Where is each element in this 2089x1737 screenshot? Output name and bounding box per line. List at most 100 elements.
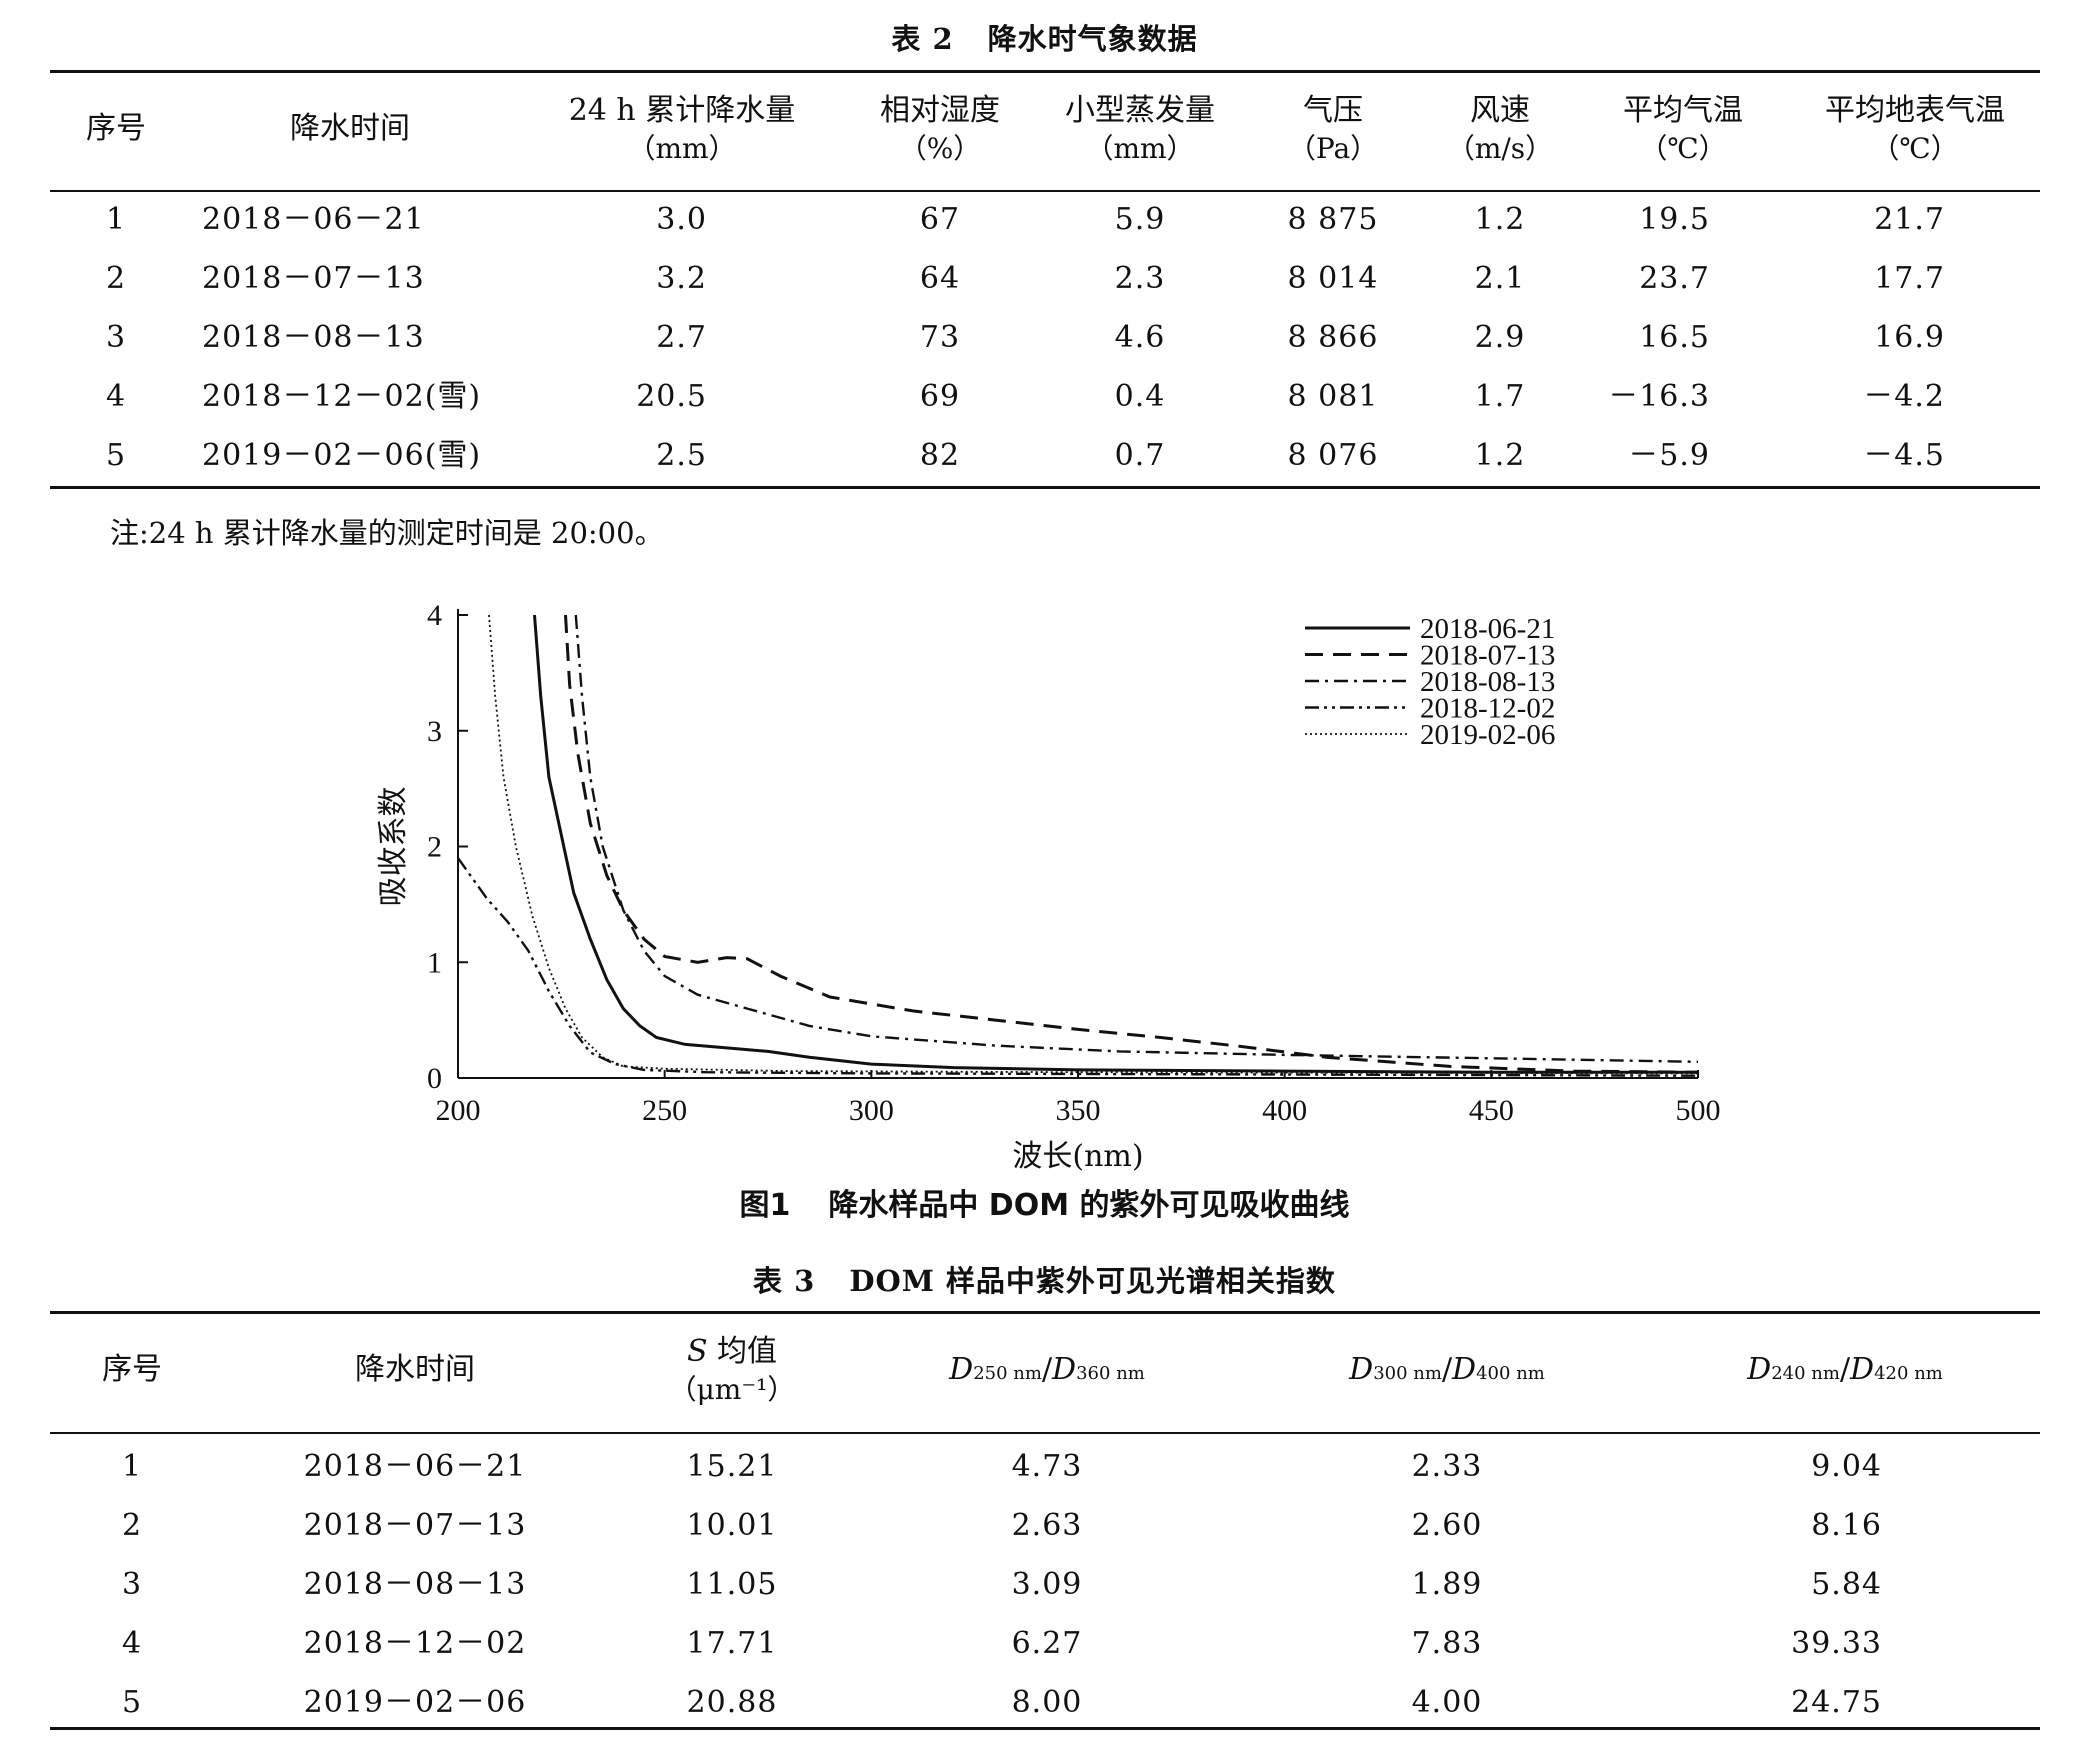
table2-cell-r5-c3: 2.5	[656, 438, 707, 473]
table3-cell-r1-c1: 1	[121, 1449, 143, 1484]
table2-cell-r4-c6: 8 081	[1287, 379, 1379, 414]
table3-header-label-5: D240 nm/D420 nm	[1747, 1352, 1943, 1387]
series-line-2018-06-21	[533, 614, 1698, 1074]
table2-cell-r3-c2: 2018－08－13	[202, 320, 425, 355]
table3-cell-r1-c2: 2018－06－21	[303, 1449, 527, 1484]
table2-header-unit-7: （℃）	[1639, 132, 1727, 165]
table3-cell-r3-c3: 11.05	[686, 1567, 778, 1602]
series-line-2018-08-13	[574, 614, 1699, 1063]
table3-cell-r3-c5: 1.89	[1411, 1567, 1483, 1602]
table2-top-rule	[50, 70, 2040, 73]
table2-cell-r1-c6: 8 875	[1287, 202, 1379, 237]
legend-label-2018-07-13: 2018-07-13	[1420, 640, 1555, 672]
table2-cell-r4-c1: 4	[105, 379, 127, 414]
table3-header-rule	[50, 1432, 2040, 1434]
table2-cell-r5-c2: 2019－02－06(雪)	[202, 438, 482, 473]
table3-cell-r5-c4: 8.00	[1011, 1685, 1083, 1720]
table2-cell-r1-c3: 3.0	[656, 202, 707, 237]
table3-header-label-0: 序号	[102, 1352, 162, 1387]
table2-header-2: 24 h 累计降水量 （mm）	[532, 92, 832, 168]
table3-cell-r2-c2: 2018－07－13	[303, 1508, 527, 1543]
legend-label-2018-08-13: 2018-08-13	[1420, 666, 1555, 698]
table2-cell-r5-c5: 0.7	[1114, 438, 1166, 473]
table2-cell-r2-c8: 23.7	[1639, 261, 1710, 296]
table2-number: 表 2	[891, 22, 954, 56]
table2-cell-r3-c5: 4.6	[1114, 320, 1166, 355]
table3-header-label-4: D300 nm/D400 nm	[1349, 1352, 1545, 1387]
x-tick-label: 300	[849, 1094, 894, 1127]
table2-header-label-4: 小型蒸发量	[1065, 93, 1215, 128]
table3-cell-r3-c4: 3.09	[1011, 1567, 1083, 1602]
table2-header-4: 小型蒸发量 （mm）	[990, 92, 1290, 168]
table3-cell-r1-c3: 15.21	[686, 1449, 778, 1484]
table3-cell-r2-c3: 10.01	[686, 1508, 778, 1543]
table2-cell-r3-c1: 3	[105, 320, 127, 355]
table2-cell-r2-c9: 17.7	[1874, 261, 1945, 296]
table2-cell-r4-c4: 69	[919, 379, 961, 414]
figure1-title: 降水样品中 DOM 的紫外可见吸收曲线	[828, 1188, 1350, 1223]
x-tick-label: 350	[1056, 1094, 1101, 1127]
table3-cell-r4-c2: 2018－12－02	[303, 1626, 527, 1661]
table2-cell-r2-c4: 64	[919, 261, 961, 296]
table3-header-unit-2: （μm⁻¹）	[668, 1373, 796, 1406]
table2-cell-r5-c1: 5	[105, 438, 127, 473]
table3-header-2: S 均值 （μm⁻¹）	[582, 1333, 882, 1409]
table2-cell-r4-c5: 0.4	[1114, 379, 1166, 414]
table2-cell-r3-c6: 8 866	[1287, 320, 1379, 355]
legend-label-2018-06-21: 2018-06-21	[1420, 613, 1555, 645]
table2-header-label-2: 24 h 累计降水量	[568, 93, 796, 128]
table3-top-rule	[50, 1311, 2040, 1314]
table2-cell-r5-c6: 8 076	[1287, 438, 1379, 473]
table2-cell-r5-c4: 82	[919, 438, 961, 473]
absorption-chart: 200 250 300 350 400 450 500 0 1 2 3 4 波长(nm) 吸收系数 2018…	[376, 599, 1721, 1174]
table2-header-unit-8: （℃）	[1871, 132, 1959, 165]
table3-cell-r5-c5: 4.00	[1411, 1685, 1483, 1720]
table2-header-label-0: 序号	[86, 111, 146, 146]
x-tick-label: 400	[1262, 1094, 1307, 1127]
table3-cell-r4-c1: 4	[121, 1626, 143, 1661]
table2-cell-r4-c3: 20.5	[636, 379, 707, 414]
table2-cell-r1-c2: 2018－06－21	[202, 202, 425, 237]
table3-cell-r3-c6: 5.84	[1811, 1567, 1882, 1602]
table3-header-label-1: 降水时间	[355, 1352, 475, 1387]
table2-header-unit-2: （mm）	[627, 132, 737, 165]
table2-header-label-7: 平均气温	[1623, 93, 1743, 128]
table3-caption: 表 3 DOM 样品中紫外可见光谱相关指数	[0, 1258, 2089, 1300]
table3-header-3: D250 nm/D360 nm	[897, 1351, 1197, 1393]
table3-cell-r1-c4: 4.73	[1011, 1449, 1083, 1484]
table3-cell-r2-c4: 2.63	[1011, 1508, 1083, 1543]
table3-header-label-2: S 均值	[686, 1334, 778, 1369]
table2-header-6: 风速 （m/s）	[1350, 92, 1650, 168]
x-axis-label: 波长(nm)	[1012, 1139, 1143, 1174]
table3-cell-r1-c6: 9.04	[1811, 1449, 1882, 1484]
table2-header-label-5: 气压	[1303, 93, 1363, 128]
table3-bottom-rule	[50, 1727, 2040, 1730]
table2-cell-r2-c2: 2018－07－13	[202, 261, 425, 296]
series-line-2018-07-13	[564, 614, 1699, 1074]
table2-cell-r3-c3: 2.7	[656, 320, 707, 355]
table2-header-rule	[50, 190, 2040, 192]
table2-cell-r2-c6: 8 014	[1287, 261, 1379, 296]
table2-header-label-6: 风速	[1470, 93, 1530, 128]
x-tick-label: 450	[1469, 1094, 1514, 1127]
table3-header-label-3: D250 nm/D360 nm	[949, 1352, 1145, 1387]
table3-cell-r4-c6: 39.33	[1791, 1626, 1882, 1661]
table3-cell-r1-c5: 2.33	[1411, 1449, 1483, 1484]
legend-label-2018-12-02: 2018-12-02	[1420, 693, 1555, 725]
table3-cell-r2-c1: 2	[121, 1508, 143, 1543]
table2-cell-r3-c4: 73	[919, 320, 961, 355]
table2-cell-r5-c8: －5.9	[1628, 438, 1710, 473]
figure1-caption: 图1 降水样品中 DOM 的紫外可见吸收曲线	[0, 1180, 2089, 1224]
table3-cell-r5-c6: 24.75	[1791, 1685, 1882, 1720]
table2-header-label-8: 平均地表气温	[1825, 93, 2005, 128]
y-tick-label: 1	[427, 946, 442, 979]
table2-note: 注:24 h 累计降水量的测定时间是 20:00。	[110, 516, 664, 550]
table2-cell-r3-c9: 16.9	[1874, 320, 1945, 355]
legend-label-2019-02-06: 2019-02-06	[1420, 719, 1555, 751]
table3-cell-r3-c2: 2018－08－13	[303, 1567, 527, 1602]
table3-number: 表 3	[753, 1264, 816, 1298]
table2-cell-r1-c4: 67	[919, 202, 961, 237]
table3-cell-r4-c3: 17.71	[686, 1626, 778, 1661]
table3-title: DOM 样品中紫外可见光谱相关指数	[849, 1264, 1336, 1298]
table2-bottom-rule	[50, 486, 2040, 489]
